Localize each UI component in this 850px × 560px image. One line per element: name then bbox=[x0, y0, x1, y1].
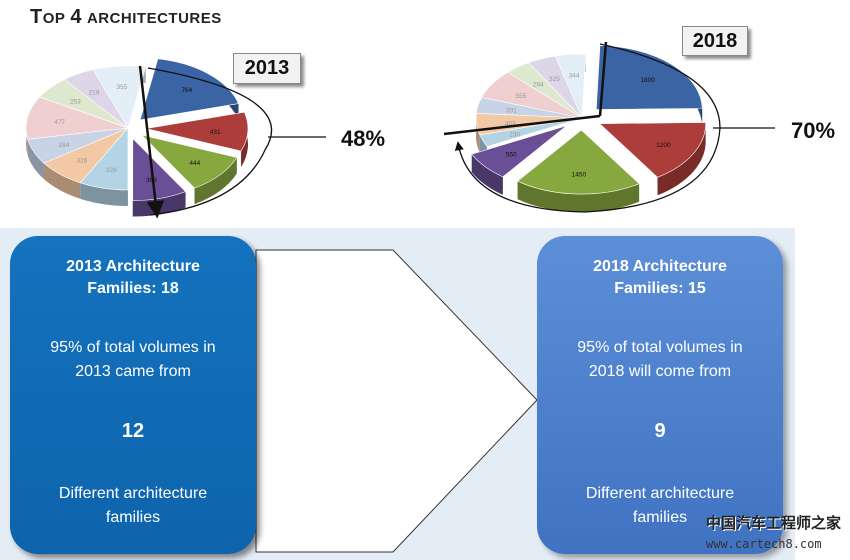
connector-shape bbox=[255, 249, 538, 553]
card-2018-heading: 2018 Architecture Families: 15 bbox=[593, 258, 727, 297]
pie-slice-label: 555 bbox=[515, 93, 526, 100]
pie-slice-label: 355 bbox=[116, 84, 127, 91]
pie-slice-label: 301 bbox=[506, 107, 517, 114]
card-2013-heading: 2013 Architecture Families: 18 bbox=[66, 258, 200, 297]
page-title: TOP 4 ARCHITECTURES bbox=[30, 6, 222, 28]
pie-slice bbox=[598, 122, 706, 178]
pie-slice bbox=[471, 125, 567, 178]
pie-slice-label: 1800 bbox=[640, 77, 655, 84]
pie-slice bbox=[595, 45, 703, 110]
divider-2018b bbox=[443, 114, 601, 136]
pie-slice bbox=[479, 117, 583, 147]
card-2013-number: 12 bbox=[121, 420, 145, 442]
pie-slice-label: 1450 bbox=[572, 172, 587, 179]
pie-slice-label: 326 bbox=[76, 158, 87, 165]
pie-slice bbox=[25, 96, 129, 140]
pie-slice bbox=[145, 111, 249, 152]
pie-slice-label: 368 bbox=[146, 177, 157, 184]
card-2013-text: 95% of total volumes in 2013 came from bbox=[50, 339, 216, 380]
pie-slice-label: 230 bbox=[509, 132, 520, 139]
pie-slice-label: 284 bbox=[58, 142, 69, 149]
card-2013: 2013 Architecture Families: 18 95% of tot… bbox=[10, 236, 256, 554]
pie-2018: 1800 1200 1450 550 230 403 301 555 294 325 344 bbox=[471, 45, 706, 213]
pie-slice-label: 444 bbox=[189, 160, 200, 167]
pie-slice-side bbox=[657, 122, 706, 196]
card-2018-number: 9 bbox=[654, 420, 666, 442]
pie-slice bbox=[139, 58, 239, 121]
pie-slice-side bbox=[43, 163, 81, 199]
share-2018: 70% bbox=[791, 118, 836, 143]
pie-slice-label: 1200 bbox=[656, 142, 671, 149]
year-label-2013: 2013 bbox=[233, 53, 301, 84]
pie-2013: 764 431 444 368 328 326 284 477 253 219 355 bbox=[25, 58, 249, 217]
pie-slice-side bbox=[194, 157, 237, 205]
pie-slice-label: 477 bbox=[54, 119, 65, 126]
card-2013-footer: Different architecture families bbox=[58, 485, 208, 526]
pie-slice-label: 325 bbox=[549, 76, 560, 83]
pie-slice bbox=[79, 127, 129, 191]
pie-slice bbox=[132, 137, 187, 201]
pie-slice-side bbox=[80, 182, 128, 206]
watermark-cn: 中国汽车工程师之家 bbox=[706, 514, 842, 532]
pie-slice-side bbox=[471, 154, 503, 195]
share-2013: 48% bbox=[341, 126, 386, 151]
pie-slice-side bbox=[517, 181, 640, 213]
arc-bracket-2018 bbox=[454, 43, 721, 213]
pie-slice-label: 219 bbox=[89, 89, 100, 96]
watermark-url: www.cartech8.com bbox=[706, 537, 822, 551]
pie-slice-label: 344 bbox=[569, 73, 580, 80]
pie-slice-label: 294 bbox=[533, 81, 544, 88]
divider-2018 bbox=[598, 41, 608, 117]
pie-slice-label: 431 bbox=[210, 129, 221, 136]
card-2018-footer: Different architecture families bbox=[585, 485, 735, 526]
year-label-2018: 2018 bbox=[682, 26, 748, 56]
pie-slice-label: 764 bbox=[181, 87, 192, 94]
pie-slice-label: 403 bbox=[505, 120, 516, 127]
pie-slice-label: 328 bbox=[106, 167, 117, 174]
divider-2013 bbox=[138, 65, 165, 219]
card-2018: 2018 Architecture Families: 15 95% of tot… bbox=[537, 236, 783, 554]
pie-slice bbox=[516, 129, 640, 195]
pie-slice-side bbox=[27, 139, 44, 180]
pie-slice bbox=[140, 134, 238, 189]
pie-slice-side bbox=[476, 113, 480, 153]
card-2018-text: 95% of total volumes in 2018 will come fr… bbox=[577, 339, 743, 380]
pie-slice-label: 253 bbox=[70, 99, 81, 106]
pie-slice-label: 550 bbox=[506, 152, 517, 159]
arc-bracket-2013 bbox=[147, 67, 273, 216]
